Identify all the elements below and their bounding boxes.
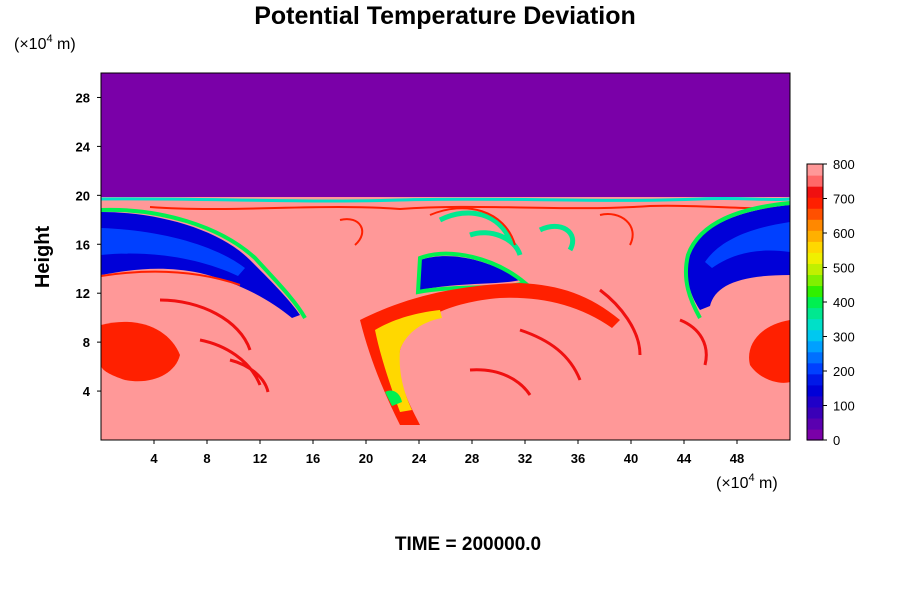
colorbar-swatch xyxy=(807,208,823,220)
field-warm-plume-core xyxy=(375,310,442,412)
colorbar-swatch xyxy=(807,351,823,364)
colorbar-swatch xyxy=(807,164,823,176)
x-tick-label: 8 xyxy=(203,451,210,466)
x-unit-exp: 4 xyxy=(748,472,754,484)
field-cells-center-red xyxy=(339,207,634,246)
time-label: TIME = 200000.0 xyxy=(395,534,541,555)
y-unit-exp: 4 xyxy=(46,33,52,45)
field-warm-swirl-left-rings xyxy=(159,298,270,393)
colorbar-swatch xyxy=(807,197,823,209)
x-tick-label: 20 xyxy=(359,451,373,466)
field-cells-center xyxy=(438,210,576,256)
colorbar-swatch xyxy=(807,274,823,287)
colorbar-swatch xyxy=(807,417,823,430)
colorbar-tick-label: 200 xyxy=(833,364,855,379)
field-boundary-fringe-red xyxy=(149,204,790,211)
colorbar-swatch xyxy=(807,263,823,275)
colorbar-swatch xyxy=(807,362,823,375)
x-unit-prefix: (×10 xyxy=(716,475,749,492)
x-unit-suffix: m) xyxy=(755,475,778,492)
colorbar-swatch xyxy=(807,230,823,242)
colorbar-swatch xyxy=(807,329,823,342)
colorbar-swatch xyxy=(807,384,823,397)
x-tick-label: 44 xyxy=(677,451,692,466)
colorbar-tick-label: 500 xyxy=(833,261,855,276)
colorbar xyxy=(807,164,823,441)
y-tick-group: 4 8 12 16 20 24 28 xyxy=(76,90,101,399)
x-tick-label: 28 xyxy=(465,451,479,466)
colorbar-swatch xyxy=(807,175,823,187)
colorbar-tick-label: 800 xyxy=(833,157,855,172)
colorbar-tick-label: 600 xyxy=(833,226,855,241)
x-unit-label: (×104 m) xyxy=(716,472,778,492)
plot-frame xyxy=(100,72,791,441)
colorbar-tick-group: 0 100 200 300 400 500 600 700 800 xyxy=(823,157,855,448)
x-tick-label: 36 xyxy=(571,451,585,466)
colorbar-tick-label: 400 xyxy=(833,295,855,310)
x-tick-label: 12 xyxy=(253,451,267,466)
colorbar-swatch xyxy=(807,318,823,331)
colorbar-swatch xyxy=(807,285,823,298)
field-cold-band-right-edge xyxy=(683,201,790,319)
colorbar-swatch xyxy=(807,296,823,309)
colorbar-swatch xyxy=(807,186,823,198)
field-cold-patch-center-edge xyxy=(415,251,530,295)
colorbar-tick-label: 700 xyxy=(833,192,855,207)
colorbar-swatch xyxy=(807,340,823,353)
colorbar-swatch xyxy=(807,219,823,231)
colorbar-tick-label: 100 xyxy=(833,399,855,414)
colorbar-swatch xyxy=(807,252,823,264)
colorbar-tick-label: 300 xyxy=(833,330,855,345)
y-unit-label: (×104 m) xyxy=(14,33,76,53)
field-cold-patch-center xyxy=(420,256,520,290)
chart-title: Potential Temperature Deviation xyxy=(254,2,636,30)
field-top-layer xyxy=(101,73,790,197)
y-unit-prefix: (×10 xyxy=(14,36,47,53)
y-tick-label: 28 xyxy=(76,90,90,105)
field-boundary-fringe xyxy=(101,196,790,203)
y-tick-label: 12 xyxy=(76,286,90,301)
field-cold-band-left-edge2 xyxy=(101,270,241,286)
x-tick-label: 4 xyxy=(150,451,158,466)
y-tick-label: 24 xyxy=(76,139,91,154)
x-tick-label: 32 xyxy=(518,451,532,466)
x-tick-label: 48 xyxy=(730,451,744,466)
colorbar-swatch xyxy=(807,307,823,320)
field-warm-swirl-left xyxy=(101,321,180,382)
y-tick-label: 16 xyxy=(76,237,90,252)
field-cold-band-right-core xyxy=(705,222,790,268)
colorbar-swatch xyxy=(807,428,823,441)
y-tick-label: 20 xyxy=(76,188,90,203)
colorbar-tick-label: 0 xyxy=(833,433,840,448)
field-warm-plume-tip xyxy=(385,390,402,406)
field-cold-band-left-edge xyxy=(101,207,307,319)
y-unit-suffix: m) xyxy=(53,36,76,53)
field-cold-band-left-core xyxy=(101,228,245,276)
x-tick-label: 40 xyxy=(624,451,638,466)
y-axis-title: Height xyxy=(32,226,54,289)
colorbar-swatch xyxy=(807,241,823,253)
x-tick-label: 16 xyxy=(306,451,320,466)
x-tick-group: 4 8 12 16 20 24 28 32 36 40 44 48 xyxy=(150,440,744,466)
colorbar-swatch xyxy=(807,406,823,419)
y-tick-label: 8 xyxy=(83,335,90,350)
y-tick-label: 4 xyxy=(83,384,91,399)
plot-area xyxy=(101,73,790,440)
field-warm-swirl-right-rings xyxy=(469,288,708,396)
field-warm-swirl-right xyxy=(749,320,790,383)
colorbar-swatch xyxy=(807,395,823,408)
x-tick-label: 24 xyxy=(412,451,427,466)
colorbar-swatch xyxy=(807,373,823,386)
